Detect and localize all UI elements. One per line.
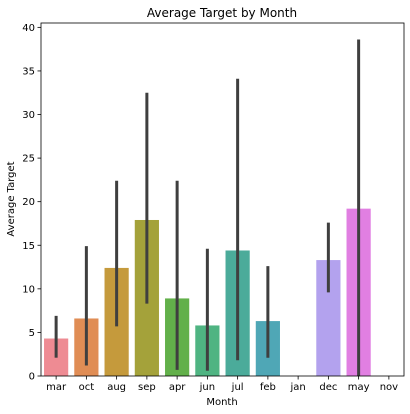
x-tick-label-jan: jan — [290, 382, 306, 393]
y-tick-label-25: 25 — [22, 154, 35, 165]
x-tick-label-jun: jun — [199, 382, 215, 393]
x-axis-title: Month — [206, 397, 237, 408]
x-tick-label-sep: sep — [138, 382, 156, 393]
x-tick-label-oct: oct — [79, 382, 95, 393]
x-tick-label-jul: jul — [231, 382, 244, 393]
x-tick-label-mar: mar — [46, 382, 67, 393]
x-tick-label-feb: feb — [260, 382, 276, 393]
x-tick-label-may: may — [348, 382, 370, 393]
x-tick-label-dec: dec — [319, 382, 337, 393]
y-tick-label-15: 15 — [22, 241, 35, 252]
x-tick-label-apr: apr — [169, 382, 186, 393]
y-tick-label-20: 20 — [22, 197, 35, 208]
y-tick-label-5: 5 — [29, 328, 35, 339]
x-tick-label-nov: nov — [380, 382, 398, 393]
y-tick-label-35: 35 — [22, 66, 35, 77]
y-tick-label-40: 40 — [22, 23, 35, 34]
plot-frame — [40, 22, 405, 377]
chart-title: Average Target by Month — [147, 6, 297, 20]
y-axis-title: Average Target — [6, 161, 17, 236]
y-tick-label-0: 0 — [29, 372, 35, 383]
x-tick-label-aug: aug — [107, 382, 126, 393]
y-tick-label-10: 10 — [22, 284, 35, 295]
y-tick-label-30: 30 — [22, 110, 35, 121]
plot-area: mar oct aug sep apr jun jul feb jan dec may nov 0 5 10… — [22, 22, 405, 393]
